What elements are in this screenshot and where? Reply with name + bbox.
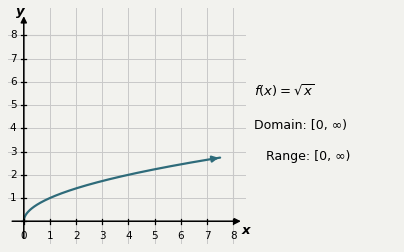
- Bar: [24, 36, 233, 221]
- Text: x: x: [242, 224, 250, 237]
- Text: 1: 1: [46, 231, 53, 241]
- Text: y: y: [15, 5, 24, 18]
- Text: 4: 4: [125, 231, 132, 241]
- Text: 0: 0: [21, 231, 27, 241]
- Text: 8: 8: [10, 30, 17, 40]
- Text: 2: 2: [10, 170, 17, 180]
- Text: 7: 7: [10, 54, 17, 64]
- Text: 2: 2: [73, 231, 80, 241]
- Text: 3: 3: [99, 231, 105, 241]
- Text: Range: [0, ∞): Range: [0, ∞): [266, 150, 351, 163]
- Text: 8: 8: [230, 231, 236, 241]
- Text: $f(x) = \sqrt{x}$: $f(x) = \sqrt{x}$: [254, 82, 315, 99]
- Text: 6: 6: [10, 77, 17, 87]
- Text: Domain: [0, ∞): Domain: [0, ∞): [254, 119, 347, 133]
- Text: 5: 5: [10, 100, 17, 110]
- Text: 7: 7: [204, 231, 210, 241]
- Text: 6: 6: [177, 231, 184, 241]
- Text: 5: 5: [152, 231, 158, 241]
- Text: 1: 1: [10, 193, 17, 203]
- Text: 3: 3: [10, 147, 17, 156]
- Text: 4: 4: [10, 123, 17, 133]
